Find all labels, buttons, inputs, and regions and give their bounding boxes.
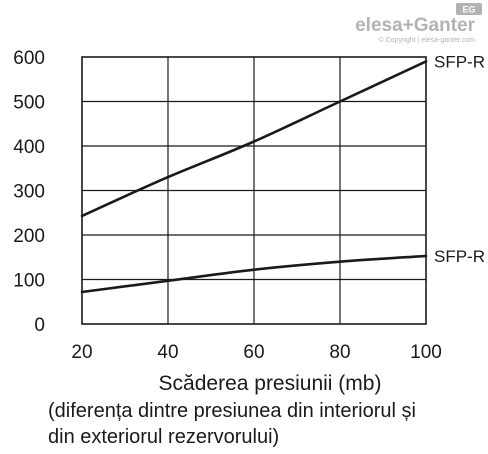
x-tick-label-3: 80 (329, 342, 350, 363)
y-tick-label-5: 500 (13, 93, 45, 114)
x-tick-labels: 20 40 60 80 100 (71, 342, 441, 363)
y-tick-label-4: 400 (13, 137, 45, 158)
x-axis-label: Scăderea presiunii (mb) (159, 372, 382, 395)
y-tick-label-0: 0 (34, 315, 45, 336)
x-axis-note-line-2: din exteriorul rezervorului) (48, 426, 279, 448)
x-tick-label-4: 100 (410, 342, 442, 363)
y-tick-label-1: 100 (13, 271, 45, 292)
x-tick-label-2: 60 (243, 342, 264, 363)
series-line-0 (80, 60, 428, 218)
x-tick-label-1: 40 (157, 342, 178, 363)
logo-copyright: © Copyright | elesa-ganter.com (379, 36, 476, 44)
logo-badge (456, 3, 482, 15)
x-tick-label-0: 20 (71, 342, 92, 363)
series-label-0: SFP-R (434, 52, 485, 71)
logo-badge-text: EG (462, 5, 475, 15)
y-tick-labels: 0 100 200 300 400 500 600 (13, 48, 45, 336)
y-tick-label-3: 300 (13, 182, 45, 203)
elesa-ganter-logo: EG elesa+Ganter © Copyright | elesa-gant… (355, 3, 482, 44)
grid (82, 57, 426, 324)
series-label-1: SFP-R (434, 247, 485, 266)
y-tick-label-6: 600 (13, 48, 45, 69)
logo-wordmark: elesa+Ganter (355, 15, 475, 36)
plot-frame (81, 56, 427, 325)
y-tick-label-2: 200 (13, 226, 45, 247)
series-line-1 (80, 254, 428, 294)
series-layer: SFP-R SFP-R (80, 52, 485, 294)
x-axis-note-line-1: (diferența dintre presiunea din interior… (48, 400, 416, 422)
